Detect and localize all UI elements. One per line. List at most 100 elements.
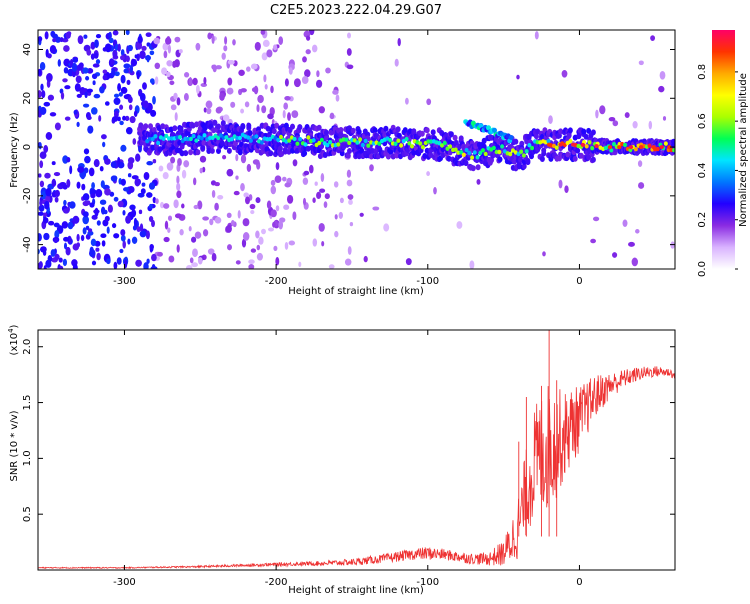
heatmap-cell xyxy=(142,100,149,109)
heatmap-cell xyxy=(104,215,110,222)
heatmap-cell xyxy=(40,83,44,91)
heatmap-cell xyxy=(63,45,70,52)
heatmap-cell xyxy=(183,150,189,157)
heatmap-cell xyxy=(586,127,592,134)
heatmap-cell xyxy=(637,160,643,167)
snr-y-ticks: 0.5 1.0 1.5 2.0 xyxy=(22,339,675,522)
heatmap-cell xyxy=(43,101,51,107)
heatmap-cell xyxy=(53,222,60,228)
heatmap-cell xyxy=(151,127,157,133)
heatmap-cell xyxy=(282,110,286,119)
heatmap-cell xyxy=(290,123,295,130)
heatmap-cell xyxy=(274,122,280,129)
heatmap-cell xyxy=(82,193,90,201)
heatmap-cell xyxy=(256,104,260,113)
heatmap-cell xyxy=(397,37,401,47)
heatmap-cell xyxy=(623,142,627,148)
heatmap-cell xyxy=(174,213,182,219)
heatmap-cell xyxy=(567,127,573,134)
heatmap-cell xyxy=(176,175,180,185)
heatmap-cell xyxy=(303,142,308,147)
y-tick-label: 20 xyxy=(22,92,33,105)
heatmap-cell xyxy=(53,238,59,244)
heatmap-cell xyxy=(138,145,142,153)
heatmap-cell xyxy=(199,136,204,141)
heatmap-cell xyxy=(399,143,404,148)
heatmap-cell xyxy=(235,153,239,162)
x-tick-label: -100 xyxy=(416,577,439,588)
heatmap-cell xyxy=(172,125,178,132)
heatmap-cell xyxy=(227,77,233,86)
colorbar-tick-label: 0.6 xyxy=(697,113,708,129)
heatmap-cell xyxy=(192,248,198,258)
heatmap-cell xyxy=(154,76,159,85)
heatmap-cell xyxy=(152,95,156,105)
heatmap-cell xyxy=(146,258,150,264)
heatmap-cell xyxy=(240,182,245,192)
heatmap-cell xyxy=(453,139,459,146)
heatmap-cell xyxy=(54,36,62,43)
heatmap-cell xyxy=(167,136,171,141)
heatmap-cell xyxy=(125,126,133,135)
heatmap-cell xyxy=(635,229,640,234)
heatmap-cell xyxy=(612,120,619,127)
heatmap-cell xyxy=(631,257,639,267)
heatmap-cell xyxy=(219,140,225,146)
heatmap-cell xyxy=(240,154,247,164)
heatmap-cell xyxy=(612,142,616,147)
heatmap-cell xyxy=(548,115,553,124)
heatmap-cell xyxy=(119,120,124,126)
heatmap-cell xyxy=(202,133,207,138)
heatmap-cell xyxy=(227,244,232,251)
heatmap-cell xyxy=(148,182,156,190)
heatmap-cell xyxy=(283,102,289,110)
heatmap-cell xyxy=(475,164,481,171)
heatmap-cell xyxy=(113,97,121,106)
heatmap-cell xyxy=(377,141,382,146)
heatmap-cell xyxy=(136,226,141,232)
heatmap-cell xyxy=(238,135,242,141)
heatmap-cell xyxy=(44,31,49,40)
heatmap-cell xyxy=(346,179,353,187)
heatmap-cell xyxy=(93,93,101,99)
heatmap-cell xyxy=(158,165,164,172)
heatmap-cell xyxy=(46,73,53,82)
colorbar-tick-label: 0.4 xyxy=(697,162,708,178)
heatmap-cell xyxy=(54,253,60,261)
heatmap-cell xyxy=(110,59,115,65)
heatmap-cell xyxy=(39,200,43,206)
heatmap-cell xyxy=(324,134,329,141)
heatmap-cell xyxy=(241,238,247,248)
heatmap-cell xyxy=(237,149,243,156)
heatmap-cell xyxy=(325,143,330,148)
heatmap-cell xyxy=(94,52,99,59)
heatmap-cell xyxy=(592,216,600,222)
heatmap-cell xyxy=(84,91,88,99)
heatmap-cell xyxy=(44,200,50,210)
heatmap-cell xyxy=(38,211,45,216)
heatmap-cell xyxy=(402,127,408,134)
heatmap-cell xyxy=(164,133,169,139)
heatmap-cell xyxy=(99,166,104,172)
heatmap-cell xyxy=(95,33,102,39)
heatmap-cell xyxy=(194,121,200,128)
heatmap-cell xyxy=(336,142,341,147)
heatmap-cell xyxy=(45,259,52,268)
heatmap-cell xyxy=(648,120,653,130)
heatmap-cell xyxy=(288,240,296,246)
spectrogram-x-label: Height of straight line (km) xyxy=(288,286,424,297)
heatmap-cell xyxy=(345,152,351,159)
heatmap-cell xyxy=(145,230,150,240)
heatmap-cell xyxy=(54,122,61,131)
heatmap-cell xyxy=(209,218,214,226)
heatmap-cell xyxy=(497,149,502,155)
heatmap-cell xyxy=(211,127,217,134)
heatmap-cell xyxy=(500,144,505,149)
heatmap-cell xyxy=(155,198,159,204)
heatmap-cell xyxy=(463,160,469,167)
heatmap-cell xyxy=(76,93,82,98)
heatmap-cell xyxy=(99,86,105,94)
heatmap-cell xyxy=(120,234,126,242)
heatmap-cell xyxy=(575,147,581,154)
heatmap-cell xyxy=(609,148,614,153)
